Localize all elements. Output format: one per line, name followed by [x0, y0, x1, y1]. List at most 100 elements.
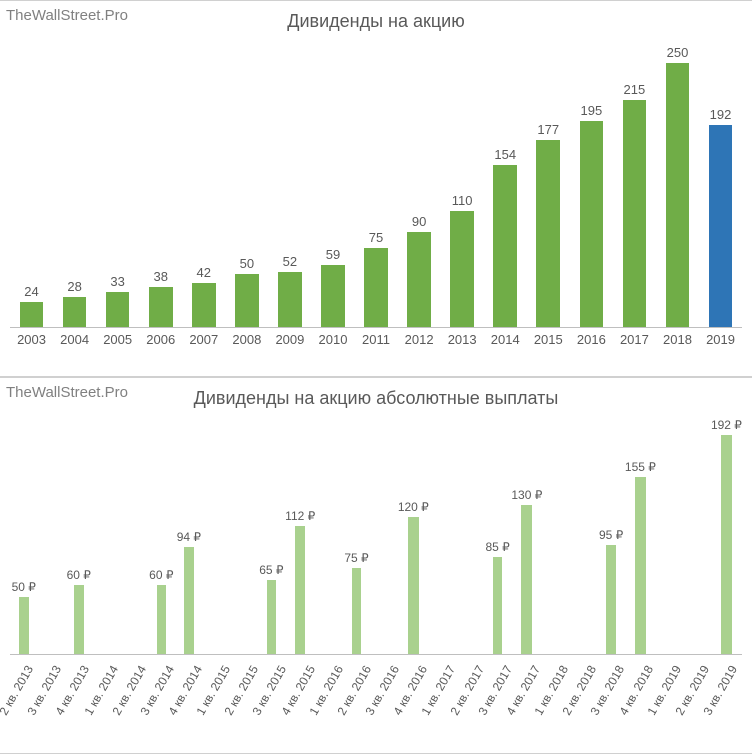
bar-value-label: 24 [24, 284, 38, 299]
x-axis-label: 2018 [656, 328, 699, 347]
bar-slot [315, 415, 343, 654]
bar-rect [580, 121, 604, 327]
bar-value-label: 94 ₽ [177, 530, 201, 544]
bar-value-label: 192 [710, 107, 732, 122]
bar-value-label: 42 [197, 265, 211, 280]
bar-rect [184, 547, 194, 654]
bar-rect [606, 545, 616, 654]
bar-value-label: 112 ₽ [285, 509, 315, 523]
bar-rect [192, 283, 216, 327]
bar-rect [20, 302, 44, 327]
x-axis-label: 2017 [613, 328, 656, 347]
bar-value-label: 250 [667, 45, 689, 60]
bar-value-label: 60 ₽ [149, 568, 173, 582]
x-axis-label: 2014 [484, 328, 527, 347]
x-axis-label: 2010 [311, 328, 354, 347]
chart1-title: Дивиденды на акцию [0, 1, 752, 38]
bar-value-label: 28 [67, 279, 81, 294]
bar-value-label: 177 [537, 122, 559, 137]
chart2-plot: 50 ₽60 ₽60 ₽94 ₽65 ₽112 ₽75 ₽120 ₽85 ₽13… [10, 415, 742, 725]
chart2-xlabels: 2 кв. 20133 кв. 20134 кв. 20131 кв. 2014… [10, 655, 742, 725]
bar-value-label: 90 [412, 214, 426, 229]
bar-rect [493, 165, 517, 327]
bar-slot: 250 [656, 38, 699, 327]
x-axis-label: 2013 [441, 328, 484, 347]
bar-slot: 33 [96, 38, 139, 327]
bar-value-label: 195 [580, 103, 602, 118]
bar-slot: 85 ₽ [484, 415, 512, 654]
bar-rect [521, 505, 532, 654]
x-axis-label: 2005 [96, 328, 139, 347]
x-axis-label: 2007 [182, 328, 225, 347]
bar-rect [267, 580, 277, 654]
bar-slot: 154 [484, 38, 527, 327]
bar-rect [235, 274, 259, 327]
x-axis-label: 2008 [225, 328, 268, 347]
bar-value-label: 155 ₽ [625, 460, 656, 474]
bar-value-label: 50 ₽ [12, 580, 36, 594]
bar-slot: 215 [613, 38, 656, 327]
bar-slot [570, 415, 598, 654]
bar-slot: 75 [355, 38, 398, 327]
bar-slot [683, 415, 711, 654]
bar-rect [407, 232, 431, 327]
bar-slot [230, 415, 258, 654]
bar-rect [295, 526, 306, 654]
bar-slot: 50 ₽ [10, 415, 38, 654]
x-axis-label: 3 кв. 2019 [714, 655, 742, 725]
bar-value-label: 33 [110, 274, 124, 289]
bar-slot: 75 ₽ [343, 415, 371, 654]
bar-value-label: 59 [326, 247, 340, 262]
bar-value-label: 65 ₽ [259, 563, 283, 577]
bar-rect [157, 585, 167, 654]
chart1-bars: 24 28 33 38 42 50 52 59 75 90 110 154 177 195 215 250 19… [10, 38, 742, 328]
bar-value-label: 75 [369, 230, 383, 245]
bar-slot [93, 415, 121, 654]
bar-slot: 94 ₽ [175, 415, 203, 654]
x-axis-label: 2015 [527, 328, 570, 347]
bar-value-label: 130 ₽ [511, 488, 542, 502]
bar-slot [656, 415, 684, 654]
bar-value-label: 110 [452, 193, 473, 208]
x-axis-label: 2012 [398, 328, 441, 347]
bar-slot: 195 [570, 38, 613, 327]
bar-slot: 42 [182, 38, 225, 327]
bar-rect [364, 248, 388, 327]
bar-slot: 38 [139, 38, 182, 327]
dividends-per-share-chart: TheWallStreet.Pro Дивиденды на акцию 242… [0, 0, 752, 377]
chart2-title: Дивиденды на акцию абсолютные выплаты [0, 378, 752, 415]
dividends-absolute-chart: TheWallStreet.Pro Дивиденды на акцию абс… [0, 377, 752, 754]
bar-value-label: 215 [624, 82, 646, 97]
bar-slot: 28 [53, 38, 96, 327]
bar-slot: 192 [699, 38, 742, 327]
bar-slot: 50 [225, 38, 268, 327]
bar-slot [456, 415, 484, 654]
x-axis-label: 2003 [10, 328, 53, 347]
chart2-bars: 50 ₽60 ₽60 ₽94 ₽65 ₽112 ₽75 ₽120 ₽85 ₽13… [10, 415, 742, 655]
bar-slot: 110 [441, 38, 484, 327]
bar-rect [721, 435, 732, 654]
bar-value-label: 95 ₽ [599, 528, 623, 542]
bar-slot: 95 ₽ [597, 415, 625, 654]
bar-slot [120, 415, 148, 654]
bar-slot [542, 415, 570, 654]
bar-slot: 60 ₽ [148, 415, 176, 654]
bar-rect [63, 297, 87, 327]
bar-slot: 112 ₽ [285, 415, 315, 654]
bar-slot: 65 ₽ [258, 415, 286, 654]
bar-rect [450, 211, 474, 327]
bar-slot: 59 [311, 38, 354, 327]
bar-rect [278, 272, 302, 327]
bar-value-label: 38 [153, 269, 167, 284]
bar-value-label: 50 [240, 256, 254, 271]
bar-rect [536, 140, 560, 327]
x-axis-label: 2009 [268, 328, 311, 347]
bar-value-label: 60 ₽ [67, 568, 91, 582]
bar-rect [493, 557, 503, 654]
chart1-xlabels: 2003200420052006200720082009201020112012… [10, 328, 742, 347]
bar-rect [352, 568, 362, 654]
bar-value-label: 52 [283, 254, 297, 269]
bar-slot [203, 415, 231, 654]
bar-slot: 24 [10, 38, 53, 327]
chart1-plot: 24 28 33 38 42 50 52 59 75 90 110 154 177 195 215 250 19… [10, 38, 742, 347]
